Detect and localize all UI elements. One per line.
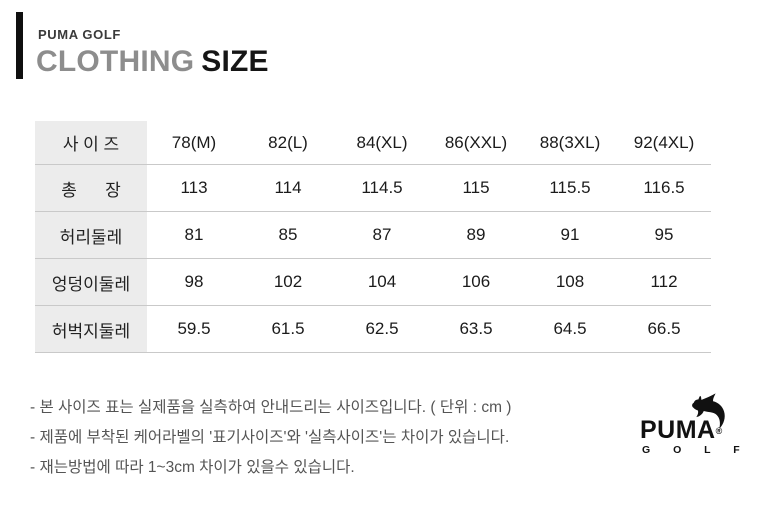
table-cell: 62.5 — [335, 305, 429, 353]
size-header-label: 사 이 즈 — [35, 121, 147, 165]
table-row-thigh: 허벅지둘레 59.5 61.5 62.5 63.5 64.5 66.5 — [35, 305, 711, 353]
table-row-waist: 허리둘레 81 85 87 89 91 95 — [35, 211, 711, 259]
table-cell: 66.5 — [617, 305, 711, 353]
size-header-row: 사 이 즈 78(M) 82(L) 84(XL) 86(XXL) 88(3XL)… — [35, 121, 711, 165]
size-header-cell: 82(L) — [241, 121, 335, 165]
note-line: - 본 사이즈 표는 실제품을 실측하여 안내드리는 사이즈입니다. ( 단위 … — [30, 399, 512, 416]
size-header-cell: 86(XXL) — [429, 121, 523, 165]
table-row-hip: 엉덩이둘레 98 102 104 106 108 112 — [35, 258, 711, 306]
registered-mark: ® — [715, 426, 723, 436]
note-line: - 재는방법에 따라 1~3cm 차이가 있을수 있습니다. — [30, 459, 355, 476]
puma-cat-icon — [692, 393, 725, 429]
table-cell: 115 — [429, 164, 523, 212]
header-accent-bar — [16, 12, 23, 79]
table-cell: 98 — [147, 258, 241, 306]
table-cell: 115.5 — [523, 164, 617, 212]
size-notes: - 본 사이즈 표는 실제품을 실측하여 안내드리는 사이즈입니다. ( 단위 … — [30, 393, 511, 483]
table-cell: 81 — [147, 211, 241, 259]
table-cell: 114.5 — [335, 164, 429, 212]
page-title-clothing: CLOTHING — [36, 45, 195, 78]
table-cell: 59.5 — [147, 305, 241, 353]
size-header-cell: 78(M) — [147, 121, 241, 165]
table-cell: 113 — [147, 164, 241, 212]
size-header-cell: 84(XL) — [335, 121, 429, 165]
header-brand-label: PUMA GOLF — [38, 27, 121, 42]
row-label: 엉덩이둘레 — [35, 258, 147, 306]
table-cell: 112 — [617, 258, 711, 306]
table-cell: 95 — [617, 211, 711, 259]
page-title: CLOTHING SIZE — [36, 45, 269, 79]
puma-wordmark-text: PUMA — [640, 416, 716, 444]
table-cell: 104 — [335, 258, 429, 306]
table-cell: 91 — [523, 211, 617, 259]
table-cell: 106 — [429, 258, 523, 306]
table-cell: 114 — [241, 164, 335, 212]
puma-wordmark: PUMA® — [640, 418, 722, 443]
table-cell: 87 — [335, 211, 429, 259]
table-cell: 85 — [241, 211, 335, 259]
puma-golf-sublabel: G O L F — [642, 444, 750, 456]
table-cell: 116.5 — [617, 164, 711, 212]
table-cell: 63.5 — [429, 305, 523, 353]
size-header-cell: 88(3XL) — [523, 121, 617, 165]
size-header-cell: 92(4XL) — [617, 121, 711, 165]
note-line: - 제품에 부착된 케어라벨의 '표기사이즈'와 '실측사이즈'는 차이가 있습… — [30, 429, 510, 446]
table-cell: 61.5 — [241, 305, 335, 353]
table-row-total-length: 총 장 113 114 114.5 115 115.5 116.5 — [35, 164, 711, 212]
page-title-size: SIZE — [201, 45, 269, 78]
size-chart-table: 사 이 즈 78(M) 82(L) 84(XL) 86(XXL) 88(3XL)… — [35, 121, 711, 353]
table-cell: 89 — [429, 211, 523, 259]
table-cell: 102 — [241, 258, 335, 306]
row-label: 허리둘레 — [35, 211, 147, 259]
row-label: 총 장 — [35, 164, 147, 212]
row-label: 허벅지둘레 — [35, 305, 147, 353]
table-cell: 108 — [523, 258, 617, 306]
puma-golf-logo: PUMA® G O L F — [636, 390, 746, 464]
table-cell: 64.5 — [523, 305, 617, 353]
